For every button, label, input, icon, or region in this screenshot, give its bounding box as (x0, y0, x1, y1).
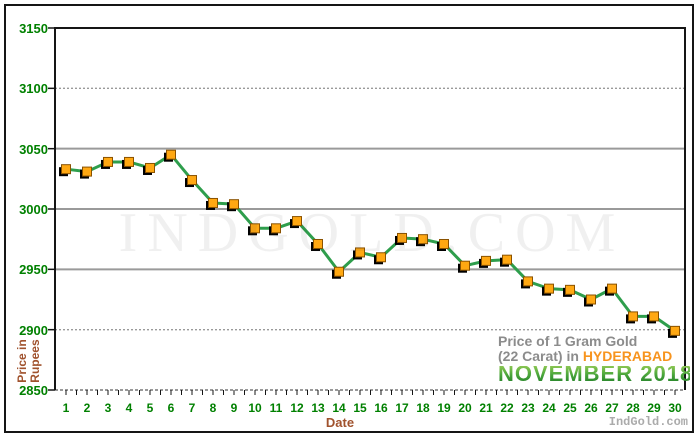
data-point-marker (61, 164, 71, 175)
x-axis-label: 28 (626, 401, 640, 415)
y-axis-label: 2850 (19, 383, 48, 398)
data-point-marker (271, 223, 281, 234)
y-axis-title: Price in Rupees (15, 330, 42, 392)
data-point-marker (565, 284, 575, 295)
data-point-marker (292, 216, 302, 227)
data-point-marker (460, 260, 470, 271)
data-point-marker (103, 156, 113, 167)
x-axis-label: 3 (104, 401, 112, 415)
data-point-marker (649, 311, 659, 322)
y-axis-label: 2900 (19, 322, 48, 338)
x-axis-label: 14 (332, 401, 346, 415)
data-point-marker (313, 238, 323, 249)
y-axis-label: 3050 (19, 141, 48, 157)
x-axis-label: 8 (209, 401, 217, 415)
x-axis-label: 30 (668, 401, 682, 415)
x-axis-label: 25 (563, 401, 577, 415)
x-axis-label: 12 (290, 401, 304, 415)
x-axis-label: 1 (62, 401, 70, 415)
x-axis-label: 6 (167, 401, 175, 415)
x-axis-label: 15 (353, 401, 367, 415)
data-point-marker (418, 234, 428, 245)
x-axis-label: 27 (605, 401, 619, 415)
data-point-marker (607, 283, 617, 294)
data-point-marker (523, 276, 533, 287)
data-point-marker (628, 311, 638, 322)
data-point-marker (481, 255, 491, 266)
data-point-marker (187, 175, 197, 186)
x-axis-label: 13 (311, 401, 325, 415)
data-point-marker (376, 252, 386, 263)
brand-footer: IndGold.com (608, 415, 688, 429)
x-axis-label: 29 (647, 401, 661, 415)
y-axis-title-line2: Rupees (28, 339, 42, 383)
x-axis-label: 26 (584, 401, 598, 415)
chart-title-line2: (22 Carat) in HYDERABAD (498, 348, 673, 364)
x-axis-label: 5 (146, 401, 154, 415)
data-point-marker (124, 156, 134, 167)
data-point-marker (355, 247, 365, 258)
x-axis-label: 18 (416, 401, 430, 415)
data-point-marker (439, 238, 449, 249)
data-point-marker (82, 166, 92, 177)
x-axis-label: 20 (458, 401, 472, 415)
data-point-marker (544, 283, 554, 294)
x-axis-label: 17 (395, 401, 409, 415)
x-axis-title: Date (325, 415, 355, 430)
data-point-marker (250, 223, 260, 234)
chart-title-city: HYDERABAD (582, 348, 673, 364)
data-point-marker (670, 325, 680, 336)
x-axis-label: 11 (269, 401, 283, 415)
x-axis-label: 10 (248, 401, 262, 415)
chart-title-period: NOVEMBER 2018 (498, 361, 694, 386)
y-axis-label: 3000 (19, 202, 48, 217)
x-axis-label: 4 (125, 401, 133, 415)
chart-title-line1: Price of 1 Gram Gold (498, 333, 638, 349)
data-point-marker (166, 149, 176, 160)
x-axis-label: 23 (521, 401, 535, 415)
data-point-marker (586, 294, 596, 305)
data-point-marker (229, 199, 239, 210)
x-axis-label: 19 (437, 401, 451, 415)
y-axis-label: 3150 (19, 21, 48, 36)
chart-outer-border (4, 4, 694, 433)
x-axis-label: 7 (188, 401, 196, 415)
data-point-marker (502, 254, 512, 265)
x-axis-label: 21 (479, 401, 493, 415)
chart-title-block: Price of 1 Gram Gold (22 Carat) in HYDER… (498, 333, 694, 386)
data-point-marker (334, 266, 344, 277)
y-axis-label: 2950 (19, 262, 48, 278)
data-point-marker (208, 197, 218, 208)
x-axis-label: 16 (374, 401, 388, 415)
x-axis-label: 9 (230, 401, 238, 415)
x-axis-label: 22 (500, 401, 514, 415)
x-axis-label: 2 (83, 401, 91, 415)
x-axis-label: 24 (542, 401, 556, 415)
data-point-marker (397, 232, 407, 243)
data-point-marker (145, 162, 155, 173)
y-axis-label: 3100 (19, 81, 48, 97)
price-line-series (64, 153, 677, 333)
